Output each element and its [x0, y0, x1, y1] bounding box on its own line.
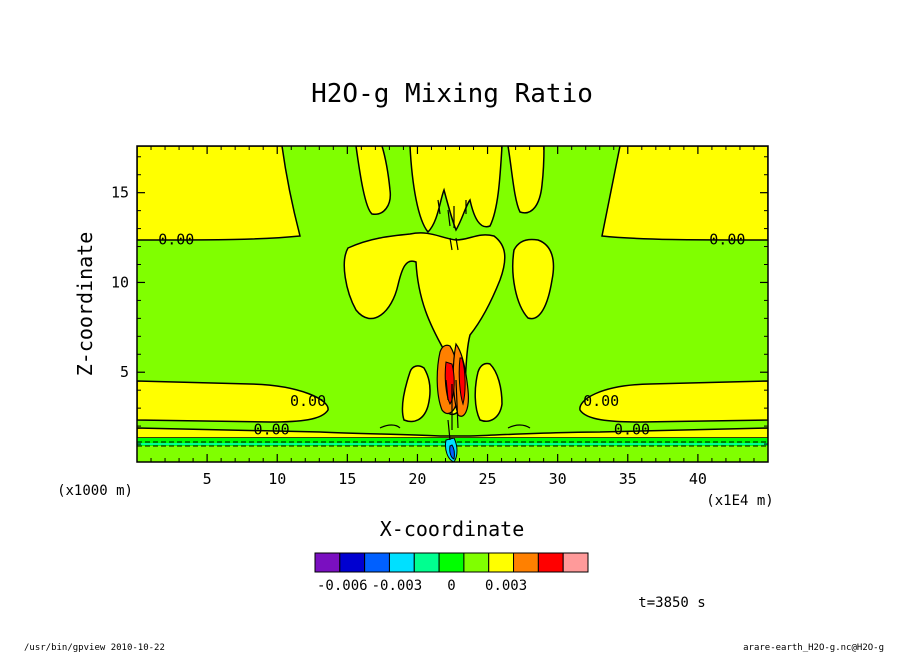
y-axis-unit: (x1000 m): [57, 483, 133, 499]
y-tick-label: 10: [111, 273, 129, 291]
colorbar-swatch: [314, 552, 341, 573]
y-tick-label: 15: [111, 184, 129, 202]
base-blue-spot: [449, 444, 455, 460]
x-tick-label: 10: [268, 470, 286, 488]
x-tick-label: 20: [408, 470, 426, 488]
lower-left-yellow-band: [137, 380, 329, 423]
contour-label: 0.00: [583, 392, 619, 410]
colorbar-tick-label: 0.003: [485, 578, 527, 594]
colorbar-swatch: [413, 552, 440, 573]
lower-right-yellow-band: [579, 380, 768, 423]
y-axis-label: Z-coordinate: [73, 232, 97, 377]
colorbar-swatch: [537, 552, 564, 573]
updraft-red-core-right: [458, 357, 466, 406]
colorbar-tick-labels: -0.006 -0.003 0 0.003: [317, 578, 527, 594]
contour-label: 0.00: [254, 421, 290, 439]
x-tick-label: 15: [338, 470, 356, 488]
colorbar-swatch: [513, 552, 539, 573]
core-contour-clutter: [379, 199, 531, 441]
upper-left-yellow-region: [137, 146, 301, 241]
contour-labels: 0.00 0.000.00 0.000.00 0.00: [158, 230, 745, 438]
x-tick-label: 5: [203, 470, 212, 488]
x-axis-label: X-coordinate: [380, 517, 525, 541]
right-mid-yellow-lobe: [512, 238, 555, 320]
colorbar-swatch: [339, 552, 366, 573]
bottom-yellow-strip: [137, 427, 768, 439]
x-axis-unit: (x1E4 m): [706, 493, 773, 509]
colorbar: [314, 552, 589, 573]
footer-right: arare-earth_H2O-g.nc@H2O-g: [743, 643, 884, 653]
plot-frame: [136, 145, 769, 463]
y-axis-ticks: 5 10 15: [111, 156, 768, 445]
upper-center-right-yellow-region: [507, 146, 545, 214]
colorbar-swatch: [364, 552, 390, 573]
contour-label: 0.00: [614, 421, 650, 439]
colorbar-swatch: [562, 552, 589, 573]
x-tick-label: 30: [549, 470, 567, 488]
colorbar-swatch: [438, 552, 465, 573]
colorbar-tick-label: -0.003: [372, 578, 423, 594]
upper-center-yellow-lobe: [409, 146, 503, 234]
plot-area: [137, 146, 768, 462]
lower-left-yellow-lobe: [401, 365, 431, 423]
time-label: t=3850 s: [638, 595, 705, 611]
colorbar-swatch: [488, 552, 515, 573]
upper-right-yellow-region: [601, 146, 768, 241]
colorbar-tick-label: 0: [447, 578, 455, 594]
lower-right-yellow-lobe: [474, 362, 503, 422]
x-axis-ticks: 5 10 15 20 25 30 35 40: [150, 146, 755, 488]
contour-label: 0.00: [290, 392, 326, 410]
colorbar-swatch: [388, 552, 415, 573]
contour-label: 0.00: [709, 230, 745, 248]
footer-left: /usr/bin/gpview 2010-10-22: [24, 643, 165, 653]
colorbar-swatch: [463, 552, 490, 573]
x-tick-label: 25: [479, 470, 497, 488]
x-tick-label: 40: [689, 470, 707, 488]
x-tick-label: 35: [619, 470, 637, 488]
colorbar-tick-label: -0.006: [317, 578, 368, 594]
chart-title: H2O-g Mixing Ratio: [311, 79, 593, 109]
y-tick-label: 5: [120, 363, 129, 381]
upper-center-left-yellow-region: [355, 146, 392, 215]
contour-label: 0.00: [158, 230, 194, 248]
